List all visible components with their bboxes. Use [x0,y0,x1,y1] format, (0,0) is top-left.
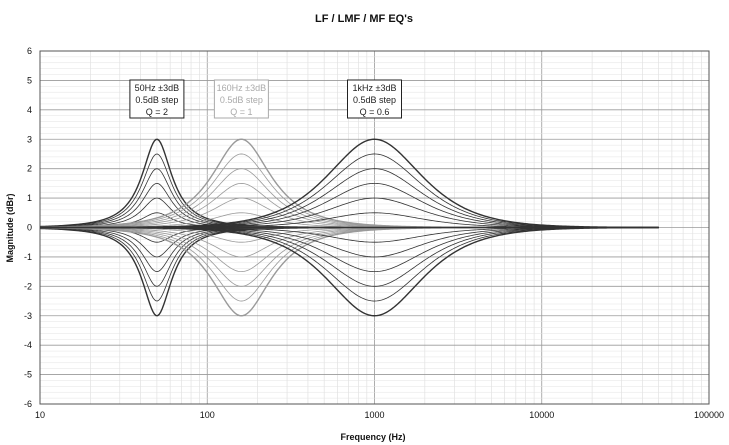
y-tick-label: 2 [27,164,32,174]
x-tick-label: 100 [200,410,215,420]
annotation-line: 50Hz ±3dB [135,83,179,93]
y-tick-label: -6 [24,399,32,409]
y-tick-label: 5 [27,75,32,85]
eq-annotation-2: 160Hz ±3dB 0.5dB step Q = 1 [213,79,269,119]
x-axis-label: Frequency (Hz) [340,432,405,442]
x-tick-label: 10000 [529,410,554,420]
annotation-line: 0.5dB step [353,95,396,105]
x-tick-label: 10 [35,410,45,420]
annotation-box [213,79,269,119]
annotation-box [347,79,402,119]
y-tick-label: 1 [27,193,32,203]
annotation-box [129,79,185,119]
y-tick-label: 3 [27,134,32,144]
annotation-line: 0.5dB step [220,95,263,105]
eq-curves [39,138,659,317]
y-tick-label: -4 [24,340,32,350]
annotation-line: Q = 0.6 [360,107,390,117]
y-tick-label: -2 [24,281,32,291]
x-tick-label: 100000 [694,410,724,420]
y-tick-label: 0 [27,223,32,233]
chart-title: LF / LMF / MF EQ's [315,13,413,25]
annotation-line: Q = 1 [230,107,252,117]
eq-annotations: 50Hz ±3dB 0.5dB step Q = 2 160Hz ±3dB 0.5dB … [129,79,402,119]
eq-curve-series-3 [39,226,659,317]
annotation-line: Q = 2 [146,107,168,117]
y-axis-ticks: 6 5 4 3 2 1 0 -1 -2 -3 -4 -5 -6 [24,46,32,409]
y-tick-label: -3 [24,311,32,321]
y-tick-label: -1 [24,252,32,262]
eq-annotation-1: 50Hz ±3dB 0.5dB step Q = 2 [129,79,185,119]
annotation-line: 0.5dB step [135,95,178,105]
x-axis-ticks: 10 100 1000 10000 100000 [35,410,724,420]
y-tick-label: 4 [27,105,32,115]
annotation-line: 160Hz ±3dB [217,83,266,93]
x-tick-label: 1000 [364,410,384,420]
y-tick-label: -5 [24,370,32,380]
y-axis-label: Magnitude (dBr) [5,194,15,263]
annotation-line: 1kHz ±3dB [353,83,397,93]
y-tick-label: 6 [27,46,32,56]
eq-annotation-3: 1kHz ±3dB 0.5dB step Q = 0.6 [347,79,402,119]
